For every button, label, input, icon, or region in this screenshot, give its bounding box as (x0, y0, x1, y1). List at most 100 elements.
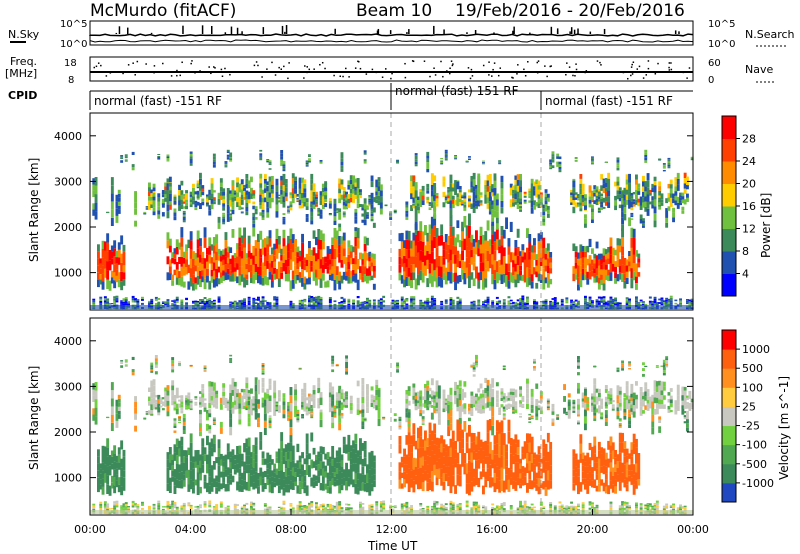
heatmap-cell (117, 410, 121, 415)
heatmap-cell (342, 300, 346, 302)
heatmap-cell (115, 257, 119, 264)
heatmap-cell (475, 188, 478, 193)
heatmap-cell (375, 187, 379, 192)
heatmap-cell (277, 270, 281, 279)
heatmap-cell (240, 472, 244, 480)
heatmap-cell (482, 253, 485, 263)
heatmap-cell (363, 301, 367, 303)
heatmap-cell (301, 505, 304, 507)
heatmap-cell (463, 207, 467, 211)
heatmap-cell (412, 191, 416, 198)
heatmap-cell (616, 157, 620, 160)
heatmap-cell (182, 194, 186, 197)
heatmap-cell (196, 180, 200, 185)
heatmap-cell (161, 508, 165, 511)
heatmap-cell (642, 202, 645, 208)
heatmap-cell (212, 262, 216, 271)
heatmap-cell (472, 186, 476, 192)
heatmap-cell (414, 190, 418, 199)
heatmap-cell (180, 276, 184, 287)
heatmap-cell (551, 151, 555, 155)
heatmap-cell (312, 247, 316, 256)
heatmap-cell (600, 269, 604, 275)
heatmap-cell (270, 476, 274, 482)
heatmap-cell (625, 174, 629, 180)
nave-point (471, 75, 474, 77)
heatmap-cell (642, 302, 645, 304)
heatmap-cell (103, 241, 107, 251)
heatmap-cell (426, 196, 430, 200)
heatmap-cell (454, 180, 457, 186)
heatmap-cell (512, 260, 515, 268)
heatmap-cell (512, 303, 515, 305)
heatmap-cell (245, 211, 249, 216)
heatmap-cell (236, 393, 239, 398)
heatmap-cell (495, 199, 499, 206)
heatmap-cell (595, 186, 599, 190)
heatmap-cell (229, 270, 233, 276)
heatmap-cell (635, 174, 638, 180)
heatmap-cell (217, 278, 221, 285)
heatmap-cell (665, 222, 669, 228)
heatmap-cell (477, 280, 481, 289)
heatmap-cell (591, 159, 594, 161)
heatmap-cell (194, 396, 198, 399)
heatmap-cell (581, 246, 585, 252)
heatmap-cell (222, 461, 226, 467)
heatmap-cell (379, 184, 383, 191)
heatmap-cell (621, 190, 624, 193)
heatmap-cell (154, 361, 158, 365)
heatmap-cell (236, 302, 239, 304)
heatmap-cell (178, 395, 181, 398)
heatmap-cell (259, 153, 263, 155)
heatmap-cell (148, 300, 151, 303)
heatmap-cell (321, 257, 325, 265)
heatmap-cell (210, 303, 214, 305)
heatmap-cell (449, 303, 453, 306)
colorbar-swatch (722, 183, 736, 207)
heatmap-cell (154, 407, 158, 410)
heatmap-cell (595, 189, 599, 193)
heatmap-cell (219, 483, 223, 490)
heatmap-cell (600, 193, 604, 197)
heatmap-cell (484, 189, 488, 195)
heatmap-cell (196, 194, 200, 199)
heatmap-cell (277, 199, 281, 202)
heatmap-cell (270, 189, 274, 194)
heatmap-cell (173, 506, 177, 509)
heatmap-cell (516, 246, 520, 256)
heatmap-cell (296, 507, 300, 510)
heatmap-cell (106, 416, 110, 418)
heatmap-cell (616, 176, 620, 182)
heatmap-cell (250, 452, 253, 458)
heatmap-cell (470, 272, 474, 280)
heatmap-cell (363, 159, 367, 162)
heatmap-cell (572, 206, 576, 214)
heatmap-cell (289, 195, 293, 199)
heatmap-cell (632, 237, 636, 246)
heatmap-cell (236, 504, 239, 506)
heatmap-cell (212, 199, 216, 202)
heatmap-cell (284, 252, 288, 260)
heatmap-cell (672, 198, 675, 204)
nave-point (381, 76, 384, 78)
heatmap-cell (168, 201, 172, 205)
heatmap-cell (477, 188, 481, 195)
heatmap-cell (340, 244, 344, 252)
heatmap-cell (219, 397, 223, 404)
heatmap-cell (252, 299, 256, 302)
heatmap-cell (229, 358, 233, 360)
heatmap-cell (199, 396, 202, 400)
heatmap-cell (614, 278, 617, 284)
heatmap-cell (648, 189, 652, 193)
heatmap-cell (222, 383, 226, 388)
heatmap-cell (319, 214, 323, 219)
heatmap-cell (372, 197, 376, 203)
heatmap-cell (549, 303, 553, 305)
heatmap-cell (530, 245, 534, 253)
heatmap-cell (354, 194, 358, 199)
heatmap-cell (303, 481, 307, 488)
heatmap-cell (354, 182, 358, 187)
heatmap-cell (215, 234, 219, 243)
heatmap-cell (189, 365, 193, 367)
